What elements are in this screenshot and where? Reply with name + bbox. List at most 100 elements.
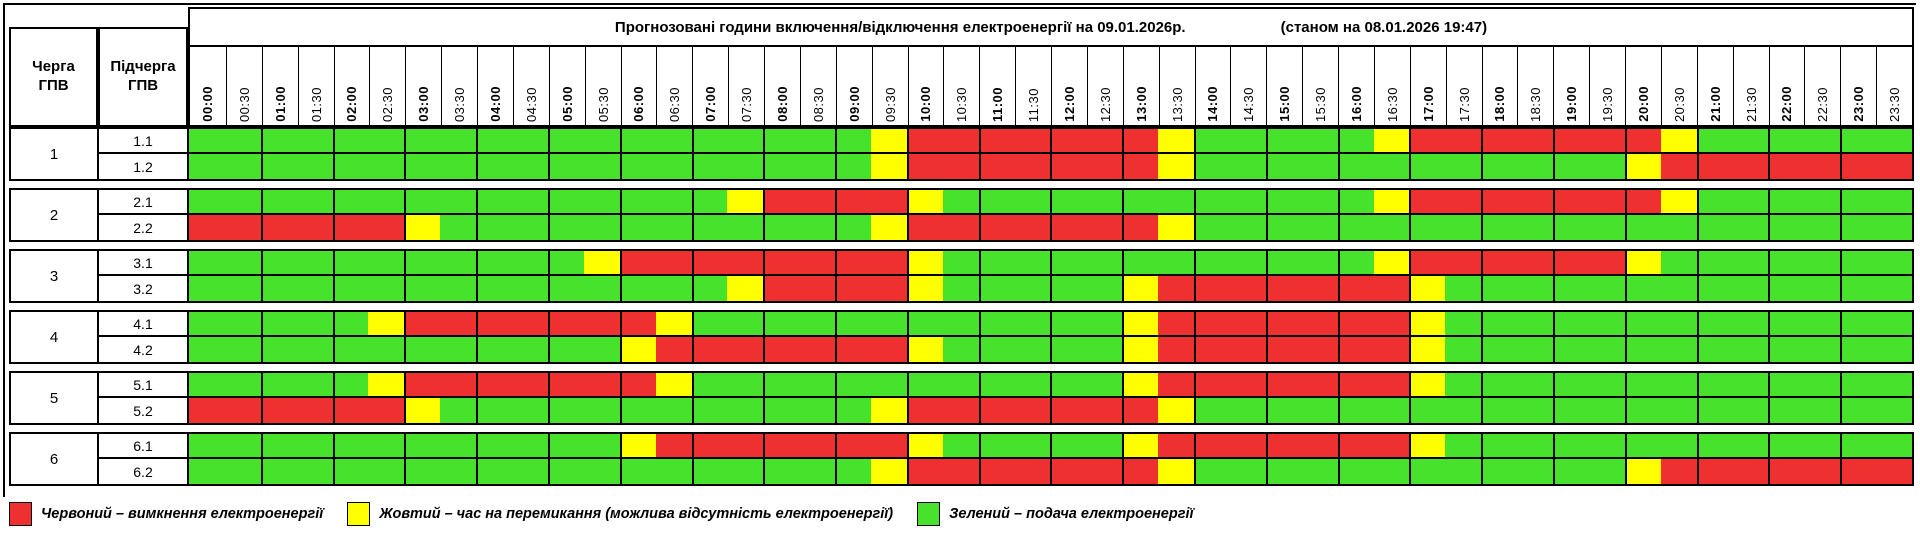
slot-5.2-00:00 xyxy=(189,398,225,423)
slot-3.1-03:30 xyxy=(440,251,477,276)
subqueue-number: 2.2 xyxy=(99,215,189,240)
time-label-text: 02:00 xyxy=(344,86,360,122)
slot-4.2-11:00 xyxy=(978,337,1015,362)
slot-3.1-01:30 xyxy=(296,251,333,276)
slot-5.2-08:30 xyxy=(799,398,836,423)
slot-6.1-06:00 xyxy=(619,434,656,459)
slot-5.2-01:00 xyxy=(260,398,297,423)
slot-6.2-21:00 xyxy=(1696,459,1733,484)
slot-3.1-14:30 xyxy=(1229,251,1266,276)
slot-4.1-23:30 xyxy=(1876,312,1912,337)
slot-5.2-04:00 xyxy=(476,398,513,423)
slot-1.2-10:30 xyxy=(942,154,979,179)
slot-6.2-02:30 xyxy=(368,459,405,484)
slot-3.2-17:00 xyxy=(1409,276,1446,301)
time-label-03:30: 03:30 xyxy=(441,47,477,125)
slot-6.1-15:00 xyxy=(1265,434,1302,459)
slot-5.2-09:00 xyxy=(835,398,872,423)
slot-6.2-01:30 xyxy=(296,459,333,484)
slot-2.1-15:00 xyxy=(1265,190,1302,215)
slot-3.1-06:00 xyxy=(619,251,656,276)
queue-group-3: 3 3.1 3.2 xyxy=(9,249,1914,303)
slot-3.2-05:00 xyxy=(547,276,584,301)
slot-6.2-16:00 xyxy=(1337,459,1374,484)
slot-5.1-17:00 xyxy=(1409,373,1446,398)
slot-2.1-07:00 xyxy=(691,190,728,215)
slot-1.2-02:00 xyxy=(332,154,369,179)
slot-6.2-23:30 xyxy=(1876,459,1912,484)
time-header: Прогнозовані години включення/відключенн… xyxy=(188,7,1914,127)
slot-4.2-22:30 xyxy=(1804,337,1841,362)
slot-2.1-21:30 xyxy=(1732,190,1769,215)
queue-number: 1 xyxy=(11,129,99,179)
slot-3.2-02:00 xyxy=(332,276,369,301)
slot-6.1-18:00 xyxy=(1481,434,1518,459)
slot-4.1-09:00 xyxy=(835,312,872,337)
slot-4.1-15:30 xyxy=(1301,312,1338,337)
time-label-04:00: 04:00 xyxy=(477,47,513,125)
slot-5.1-19:00 xyxy=(1553,373,1589,398)
slot-5.2-12:30 xyxy=(1086,398,1123,423)
time-label-text: 02:30 xyxy=(380,86,396,122)
slot-6.1-09:30 xyxy=(871,434,907,459)
slot-6.1-05:30 xyxy=(583,434,620,459)
slot-2.2-03:30 xyxy=(440,215,477,240)
slot-3.2-07:00 xyxy=(691,276,728,301)
slot-3.1-07:00 xyxy=(691,251,728,276)
slot-4.2-19:30 xyxy=(1588,337,1625,362)
slot-6.2-14:30 xyxy=(1229,459,1266,484)
time-label-text: 08:30 xyxy=(810,86,826,122)
slot-4.2-18:30 xyxy=(1517,337,1554,362)
slot-2.2-15:30 xyxy=(1301,215,1338,240)
slot-1.1-08:00 xyxy=(763,129,800,154)
time-label-text: 09:00 xyxy=(846,86,862,122)
slot-2.2-05:30 xyxy=(583,215,620,240)
slot-1.2-02:30 xyxy=(368,154,405,179)
slot-4.2-23:30 xyxy=(1876,337,1912,362)
legend: Червоний – вимкнення електроенергії Жовт… xyxy=(9,501,1194,527)
slot-3.1-23:00 xyxy=(1840,251,1877,276)
slot-6.2-05:30 xyxy=(583,459,620,484)
slot-6.2-00:00 xyxy=(189,459,225,484)
queue-column-header: Черга ГПВ xyxy=(9,27,98,127)
slot-6.2-08:00 xyxy=(763,459,800,484)
slot-5.2-21:30 xyxy=(1732,398,1769,423)
table-left-border xyxy=(3,3,5,497)
slot-4.1-02:30 xyxy=(368,312,405,337)
slot-5.1-00:00 xyxy=(189,373,225,398)
title-row: Прогнозовані години включення/відключенн… xyxy=(190,9,1912,47)
slot-5.1-07:00 xyxy=(691,373,728,398)
slot-4.1-00:30 xyxy=(224,312,261,337)
slot-5.1-12:00 xyxy=(1050,373,1087,398)
slot-3.1-18:00 xyxy=(1481,251,1518,276)
slot-6.2-15:30 xyxy=(1301,459,1338,484)
time-label-11:00: 11:00 xyxy=(979,47,1015,125)
slot-4.1-17:00 xyxy=(1409,312,1446,337)
slot-4.1-14:30 xyxy=(1229,312,1266,337)
slot-3.1-05:30 xyxy=(583,251,620,276)
slot-1.2-16:00 xyxy=(1337,154,1374,179)
slot-3.1-10:30 xyxy=(942,251,979,276)
slot-1.2-12:00 xyxy=(1050,154,1087,179)
slot-1.1-04:30 xyxy=(512,129,548,154)
slot-6.2-03:30 xyxy=(440,459,477,484)
slot-3.1-20:00 xyxy=(1624,251,1661,276)
slot-3.1-17:00 xyxy=(1409,251,1446,276)
slot-4.1-12:30 xyxy=(1086,312,1123,337)
slot-1.2-06:00 xyxy=(619,154,656,179)
slot-6.1-01:00 xyxy=(260,434,297,459)
slot-1.2-05:30 xyxy=(583,154,620,179)
time-label-00:00: 00:00 xyxy=(190,47,226,125)
slot-5.1-21:30 xyxy=(1732,373,1769,398)
slot-4.2-19:00 xyxy=(1553,337,1589,362)
slot-4.2-23:00 xyxy=(1840,337,1877,362)
slot-3.1-17:30 xyxy=(1445,251,1482,276)
slot-2.2-19:30 xyxy=(1588,215,1625,240)
slot-6.1-02:00 xyxy=(332,434,369,459)
time-label-text: 00:30 xyxy=(236,86,252,122)
time-label-text: 05:00 xyxy=(559,86,575,122)
slot-3.1-19:00 xyxy=(1553,251,1589,276)
slot-1.1-11:00 xyxy=(978,129,1015,154)
slot-4.2-02:30 xyxy=(368,337,405,362)
slot-5.2-07:30 xyxy=(727,398,764,423)
